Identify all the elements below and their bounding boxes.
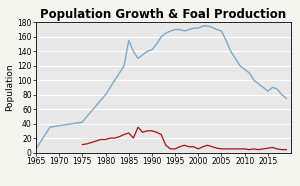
Title: Population Growth & Foal Production: Population Growth & Foal Production [40, 8, 286, 21]
Y-axis label: Population: Population [6, 64, 15, 111]
